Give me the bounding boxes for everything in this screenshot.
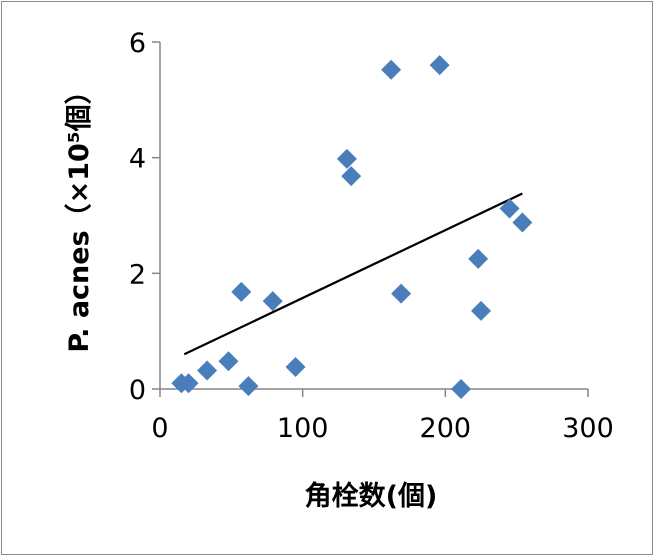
y-tick-label: 4 [129,144,146,175]
data-point [381,59,402,80]
axes [152,41,589,397]
x-tick-label: 300 [562,413,614,444]
y-axis-title: P. acnes（×10⁵個） [64,77,95,352]
labels-layer: 0 2 4 6 0 100 200 300 [129,28,614,444]
data-point [468,248,489,269]
data-point [336,148,357,169]
y-tick-label: 2 [129,259,146,290]
data-point [451,379,472,399]
data-point [218,351,239,372]
data-point [285,357,306,378]
y-tick-label: 6 [129,28,146,59]
data-point [429,55,450,76]
data-point [471,300,491,321]
data-point [512,212,533,233]
trendline-layer [183,192,523,356]
points-layer [171,55,533,399]
x-tick-label: 200 [420,413,472,444]
data-point [391,283,412,304]
x-axis-title: 角栓数(個) [305,480,438,512]
x-tick-label: 100 [277,413,329,444]
data-point [178,373,199,394]
data-point [262,291,283,312]
data-point [197,360,218,381]
data-point [231,281,252,302]
data-point [499,198,520,219]
y-tick-label: 0 [129,375,146,406]
data-point [238,376,259,397]
data-point [341,166,362,187]
x-tick-label: 0 [151,413,168,444]
trendline [183,192,523,356]
